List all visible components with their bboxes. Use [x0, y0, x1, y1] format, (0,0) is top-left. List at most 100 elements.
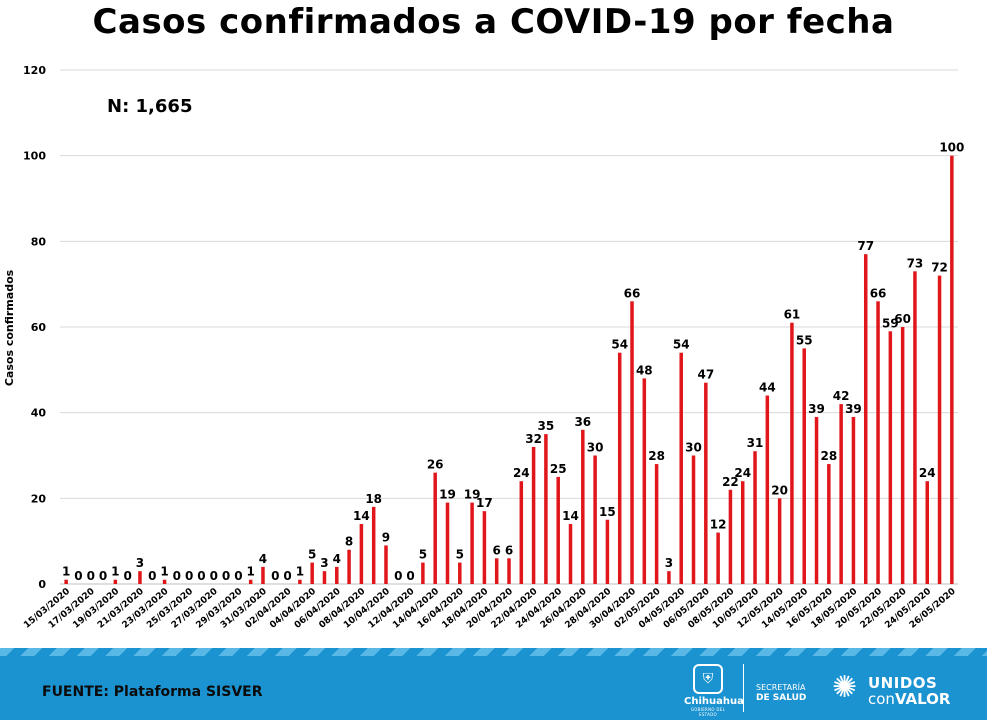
bar-value-label: 48	[636, 363, 653, 377]
chihuahua-logo-subtext: GOBIERNO DEL ESTADO	[690, 707, 726, 717]
bar-value-label: 0	[394, 569, 402, 583]
bar-value-label: 0	[210, 569, 218, 583]
bar-value-label: 5	[456, 548, 464, 562]
bar	[913, 271, 917, 584]
bar-value-label: 17	[476, 496, 493, 510]
bar-value-label: 100	[939, 141, 964, 155]
bar-value-label: 20	[771, 483, 788, 497]
chart-title: Casos confirmados a COVID-19 por fecha	[92, 2, 895, 42]
bar	[790, 322, 794, 584]
source-note: FUENTE: Plataforma SISVER	[42, 684, 263, 700]
bar-value-label: 30	[685, 441, 702, 455]
bar-value-label: 0	[283, 569, 291, 583]
bar	[322, 571, 327, 584]
shield-icon: ⛨	[693, 664, 723, 694]
bar-value-label: 12	[710, 518, 727, 532]
bar-value-label: 36	[574, 415, 591, 429]
bar-value-label: 0	[185, 569, 193, 583]
bar-value-label: 32	[525, 432, 542, 446]
bar-value-label: 3	[665, 556, 673, 570]
bar	[839, 404, 843, 584]
bar-value-label: 0	[222, 569, 230, 583]
y-axis-ticks: 0 20 40 60 80 100 120	[23, 64, 46, 591]
bar-value-label: 72	[931, 261, 948, 275]
bar-value-label: 1	[62, 565, 70, 579]
bar	[581, 429, 585, 584]
hands-icon: ✺	[832, 670, 858, 705]
bar-value-label: 24	[734, 466, 751, 480]
bar	[482, 511, 487, 584]
bar-value-label: 0	[197, 569, 205, 583]
logo-divider	[743, 664, 744, 712]
bar-value-label: 1	[111, 565, 119, 579]
bar	[937, 275, 942, 584]
bar	[851, 416, 856, 584]
bar-value-label: 5	[308, 548, 316, 562]
secretaria-logo: SECRETARÍA DE SALUD	[756, 682, 806, 704]
bar-value-label: 0	[99, 569, 107, 583]
bar	[64, 579, 68, 584]
bar	[642, 378, 647, 584]
bar-value-label: 24	[919, 466, 936, 480]
bar	[593, 455, 597, 584]
bar-value-label: 39	[808, 402, 825, 416]
bar	[507, 558, 511, 584]
bar	[691, 455, 696, 584]
bar	[458, 562, 462, 584]
bar-value-label: 0	[123, 569, 131, 583]
bar	[876, 301, 880, 584]
bar	[494, 558, 499, 584]
bar	[753, 451, 757, 584]
bar-value-label: 14	[562, 509, 579, 523]
bar-value-label: 61	[784, 308, 801, 322]
footer-band	[0, 648, 987, 720]
bar-value-label: 18	[365, 492, 382, 506]
bar-value-label: 31	[747, 436, 764, 450]
bar-value-label: 1	[160, 565, 168, 579]
bar-value-label: 28	[820, 449, 837, 463]
bar-value-label: 4	[259, 552, 267, 566]
bar	[113, 579, 118, 584]
chihuahua-logo-text: Chihuahua	[684, 696, 744, 707]
bar-value-label: 28	[648, 449, 665, 463]
bar	[248, 579, 253, 584]
bar-value-label: 24	[513, 466, 530, 480]
y-tick-label: 80	[31, 235, 47, 248]
bar	[925, 481, 929, 584]
bar-value-label: 47	[697, 368, 714, 382]
bar	[261, 566, 265, 584]
gridlines	[60, 69, 958, 585]
bar-value-label: 60	[894, 312, 911, 326]
chihuahua-logo: ⛨ Chihuahua GOBIERNO DEL ESTADO	[684, 664, 744, 717]
bar	[679, 352, 683, 584]
bar-value-label: 73	[907, 256, 924, 270]
bar-value-label: 26	[427, 458, 444, 472]
bar	[568, 524, 573, 584]
bar-value-label: 30	[587, 441, 604, 455]
x-axis-ticks: 15/03/202017/03/202019/03/202021/03/2020…	[22, 587, 958, 631]
bar-value-label: 54	[673, 338, 690, 352]
bar-value-label: 0	[87, 569, 95, 583]
bar	[470, 502, 474, 584]
y-tick-label: 100	[23, 150, 46, 163]
bar-value-label: 14	[353, 509, 370, 523]
bar-value-label: 59	[882, 316, 899, 330]
bar	[359, 524, 364, 584]
y-tick-label: 0	[38, 578, 46, 591]
bar-value-label: 9	[382, 530, 390, 544]
bar	[162, 579, 167, 584]
bar-value-label: 3	[320, 556, 328, 570]
bar-value-label: 3	[136, 556, 144, 570]
bar-value-label: 4	[333, 552, 341, 566]
bar-value-label: 55	[796, 333, 813, 347]
bar	[445, 502, 450, 584]
bar	[556, 476, 560, 584]
bar-value-label: 42	[833, 389, 850, 403]
bar-value-label: 19	[439, 488, 456, 502]
bar	[433, 472, 437, 584]
bar-value-label: 0	[234, 569, 242, 583]
bar-value-label: 0	[148, 569, 156, 583]
bar-value-label: 77	[857, 239, 874, 253]
bar	[728, 489, 733, 584]
bar	[605, 519, 610, 584]
